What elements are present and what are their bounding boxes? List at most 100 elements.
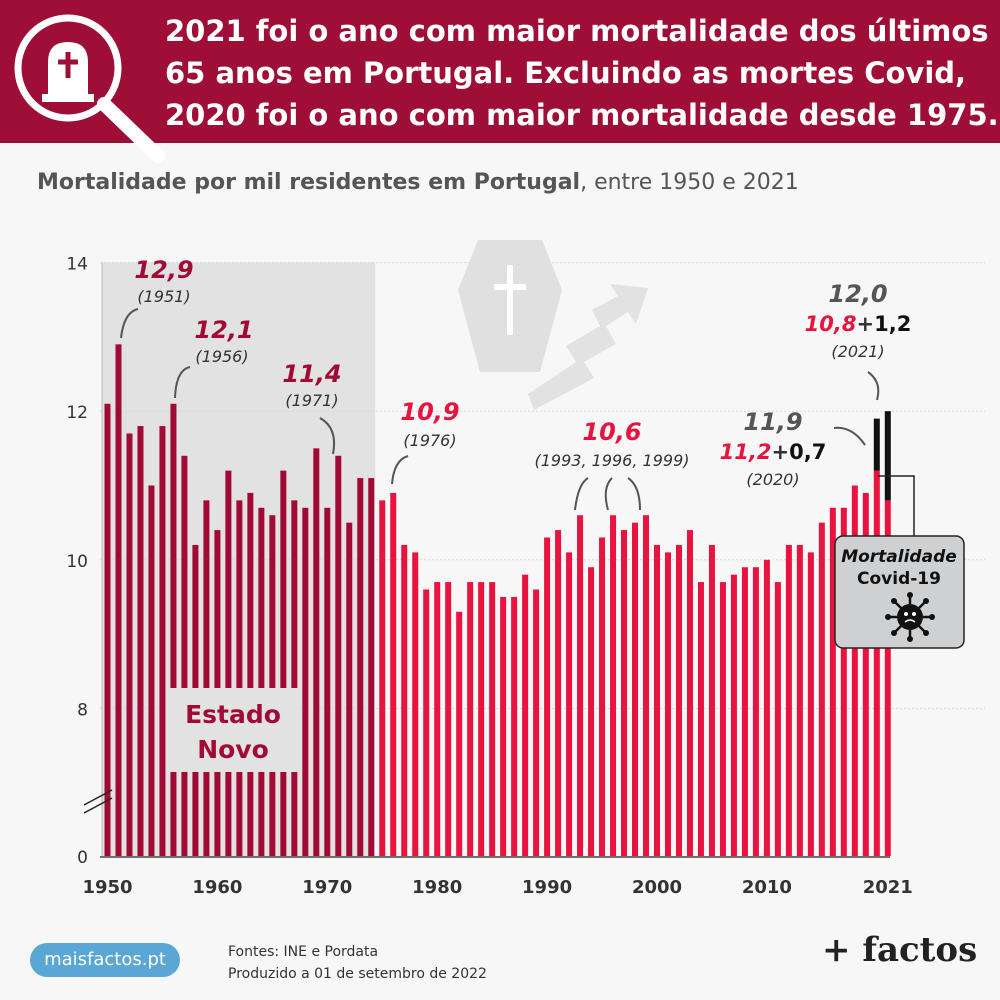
bar-2010: [763, 559, 770, 856]
virus-icon: [885, 592, 935, 642]
annotation-year: (1976): [403, 431, 456, 450]
covid-legend-line-1: Mortalidade: [841, 547, 957, 567]
subtitle-bold: Mortalidade por mil residentes em Portug…: [37, 170, 581, 195]
bar-1997: [621, 530, 628, 856]
subtitle-rest: , entre 1950 e 2021: [580, 170, 799, 195]
label-2021-year: (2021): [831, 342, 884, 361]
x-tick-label: 1950: [82, 877, 132, 898]
chart-subtitle: Mortalidade por mil residentes em Portug…: [37, 170, 799, 195]
bar-1994: [588, 567, 595, 856]
label-2021-breakdown: 10,8+1,2: [805, 312, 912, 336]
label-2020-breakdown: 11,2+0,7: [720, 440, 827, 464]
bar-1978: [412, 552, 419, 856]
bar-2020: [873, 470, 880, 856]
x-tick-label: 1960: [192, 877, 242, 898]
bar-2019: [862, 492, 869, 856]
x-tick-label: 1970: [302, 877, 352, 898]
x-tick-label: 1990: [522, 877, 572, 898]
bar-1954: [148, 485, 155, 856]
bar-1967: [291, 500, 298, 856]
x-tick-label: 1980: [412, 877, 462, 898]
annotation-arrow: [319, 417, 336, 455]
bar-1982: [456, 611, 463, 856]
bar-2017: [840, 507, 847, 856]
label-2020-total: 11,9: [743, 408, 802, 436]
bar-1984: [478, 582, 485, 856]
annotation-year: (1971): [285, 391, 338, 410]
tombstone-magnifier-icon: [14, 14, 165, 163]
annotation-arrow: [867, 371, 880, 401]
covid-legend: Mortalidade Covid-19: [834, 475, 965, 649]
bar-1969: [313, 448, 320, 856]
mortality-bar-chart: 0 8 10 12 14 1950 1960 1970 1980 1990 2000 2010 2021…: [66, 240, 985, 898]
bar-2005: [708, 544, 715, 856]
annotation-value: 12,9: [134, 256, 193, 284]
annotation-arrow: [120, 308, 139, 339]
bar-1988: [522, 574, 529, 856]
bar-1990: [544, 537, 551, 856]
bar-1998: [632, 522, 639, 856]
annotation-value: 10,9: [400, 398, 459, 426]
x-tick-label: 2010: [742, 877, 792, 898]
bar-1965: [269, 515, 276, 856]
bar-2000: [654, 544, 660, 856]
bar-1981: [445, 582, 452, 856]
bar-1970: [324, 507, 331, 856]
estado-novo-label-1: Estado: [185, 700, 281, 729]
bar-1964: [258, 507, 265, 856]
annotation-year: (1993, 1996, 1999): [535, 451, 690, 470]
bar-1962: [236, 500, 243, 856]
y-tick-label: 10: [66, 552, 88, 572]
bar-1989: [533, 589, 540, 856]
covid-bar-2020: [873, 418, 880, 471]
bar-2016: [829, 507, 836, 856]
bar-2009: [752, 567, 759, 856]
bar-1955: [159, 426, 166, 856]
estado-novo-label-2: Novo: [197, 735, 269, 764]
bar-1972: [346, 522, 353, 856]
bar-1973: [357, 478, 364, 856]
bar-2021: [884, 500, 891, 856]
bar-1983: [467, 582, 474, 856]
bar-1963: [247, 492, 254, 856]
bar-1979: [423, 589, 430, 856]
y-tick-label: 14: [66, 255, 88, 275]
annotation-year: (1951): [137, 287, 190, 306]
label-2020-year: (2020): [746, 470, 799, 489]
x-tick-label: 2000: [632, 877, 682, 898]
site-link[interactable]: maisfactos.pt: [30, 943, 180, 977]
headline-line-1: 2021 foi o ano com maior mortalidade dos…: [165, 14, 989, 48]
bar-1977: [401, 544, 408, 856]
annotation-value: 12,1: [194, 316, 253, 344]
bar-1966: [280, 470, 287, 856]
annotation-arrow: [391, 455, 409, 485]
bar-1986: [500, 596, 507, 856]
bar-1987: [511, 596, 518, 856]
y-tick-label: 12: [66, 403, 88, 423]
bar-1959: [203, 500, 210, 856]
bar-2014: [807, 552, 814, 856]
bar-1980: [434, 582, 441, 856]
bar-2008: [741, 567, 748, 856]
bar-2006: [719, 582, 726, 856]
y-tick-label: 0: [77, 848, 88, 868]
bar-1975: [379, 500, 386, 856]
label-2021-total: 12,0: [828, 280, 887, 308]
bar-2007: [730, 574, 737, 856]
x-tick-label: 2021: [863, 877, 913, 898]
bar-1968: [302, 507, 309, 856]
brand-logo: + factos: [822, 930, 978, 970]
covid-legend-line-2: Covid-19: [857, 569, 941, 589]
axis-break-mark: [83, 789, 113, 806]
bar-2004: [697, 582, 704, 856]
bar-1971: [335, 455, 342, 856]
decorative-icons: [458, 240, 648, 410]
bar-1957: [181, 455, 188, 856]
annotation-value: 10,6: [582, 418, 641, 446]
bar-2002: [675, 544, 682, 856]
bar-1991: [555, 530, 562, 856]
bar-1951: [115, 344, 122, 856]
bar-2013: [796, 544, 803, 856]
y-tick-label: 8: [77, 700, 88, 720]
bar-1999: [643, 515, 650, 856]
